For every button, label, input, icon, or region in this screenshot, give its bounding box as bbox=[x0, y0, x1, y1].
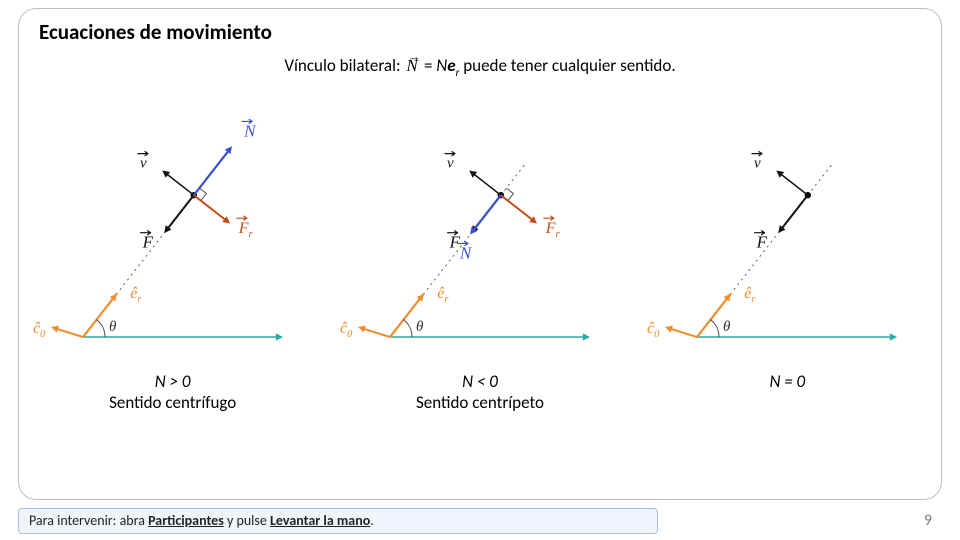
panel-1-cap-sym: N < 0 bbox=[462, 371, 498, 392]
panel-0-svg: θ ĉ0 êr Fv Fr N bbox=[23, 87, 323, 367]
diagrams-row: θ ĉ0 êr Fv Fr N N > 0 Sentido centrífugo θ ĉ0 ê… bbox=[19, 87, 941, 447]
panel-1-cap-txt: Sentido centrípeto bbox=[416, 392, 544, 413]
svg-text:êr: êr bbox=[437, 285, 449, 305]
panel-2-cap-sym: N = 0 bbox=[769, 371, 805, 392]
svg-text:N: N bbox=[459, 243, 473, 262]
panel-2-svg: θ ĉ0 êr Fv bbox=[637, 87, 937, 367]
svg-text:N: N bbox=[243, 121, 257, 140]
subtitle-prefix: Vínculo bilateral: bbox=[284, 55, 404, 76]
panel-0-caption: N > 0 Sentido centrífugo bbox=[23, 371, 323, 413]
panel-0: θ ĉ0 êr Fv Fr N N > 0 Sentido centrífugo bbox=[23, 87, 323, 437]
svg-text:ĉ0: ĉ0 bbox=[33, 320, 46, 340]
svg-text:θ: θ bbox=[723, 319, 731, 335]
er-sub: r bbox=[456, 66, 460, 79]
svg-text:v: v bbox=[754, 156, 761, 172]
svg-text:Fr: Fr bbox=[545, 220, 561, 240]
svg-text:F: F bbox=[449, 233, 461, 252]
slide-card: Ecuaciones de movimiento Vínculo bilater… bbox=[18, 8, 942, 500]
svg-text:θ: θ bbox=[416, 319, 424, 335]
eq-sign: = bbox=[424, 55, 436, 76]
footer-suffix: . bbox=[370, 512, 374, 529]
page-number: 9 bbox=[924, 511, 932, 530]
subtitle-tail: puede tener cualquier sentido. bbox=[459, 55, 675, 76]
svg-text:Fr: Fr bbox=[237, 220, 253, 240]
svg-text:θ: θ bbox=[109, 319, 117, 335]
footer-b2: Levantar la mano bbox=[270, 512, 370, 529]
panel-0-cap-txt: Sentido centrífugo bbox=[109, 392, 236, 413]
er-e: e bbox=[447, 55, 455, 76]
panel-0-cap-sym: N > 0 bbox=[155, 371, 191, 392]
svg-text:êr: êr bbox=[130, 285, 142, 305]
panel-2: θ ĉ0 êr Fv N = 0 bbox=[637, 87, 937, 437]
svg-text:v: v bbox=[140, 156, 147, 172]
slide-title: Ecuaciones de movimiento bbox=[39, 19, 272, 45]
svg-text:ĉ0: ĉ0 bbox=[647, 320, 660, 340]
panel-2-caption: N = 0 bbox=[637, 371, 937, 392]
footer-prefix: Para intervenir: abra bbox=[29, 512, 148, 529]
panel-1: θ ĉ0 êr Fv Fr N N < 0 Sentido centrípeto bbox=[330, 87, 630, 437]
footer-b1: Participantes bbox=[148, 512, 224, 529]
svg-text:v: v bbox=[447, 156, 454, 172]
scalar-N: N bbox=[436, 55, 447, 76]
panel-1-svg: θ ĉ0 êr Fv Fr N bbox=[330, 87, 630, 367]
panel-1-caption: N < 0 Sentido centrípeto bbox=[330, 371, 630, 413]
svg-text:êr: êr bbox=[745, 285, 757, 305]
footer-mid: y pulse bbox=[224, 512, 270, 529]
svg-text:ĉ0: ĉ0 bbox=[340, 320, 353, 340]
svg-text:F: F bbox=[756, 233, 768, 252]
svg-text:F: F bbox=[141, 233, 153, 252]
subtitle: Vínculo bilateral: → N = Ner puede tener… bbox=[19, 55, 941, 78]
footer-hint: Para intervenir: abra Participantes y pu… bbox=[18, 508, 658, 534]
